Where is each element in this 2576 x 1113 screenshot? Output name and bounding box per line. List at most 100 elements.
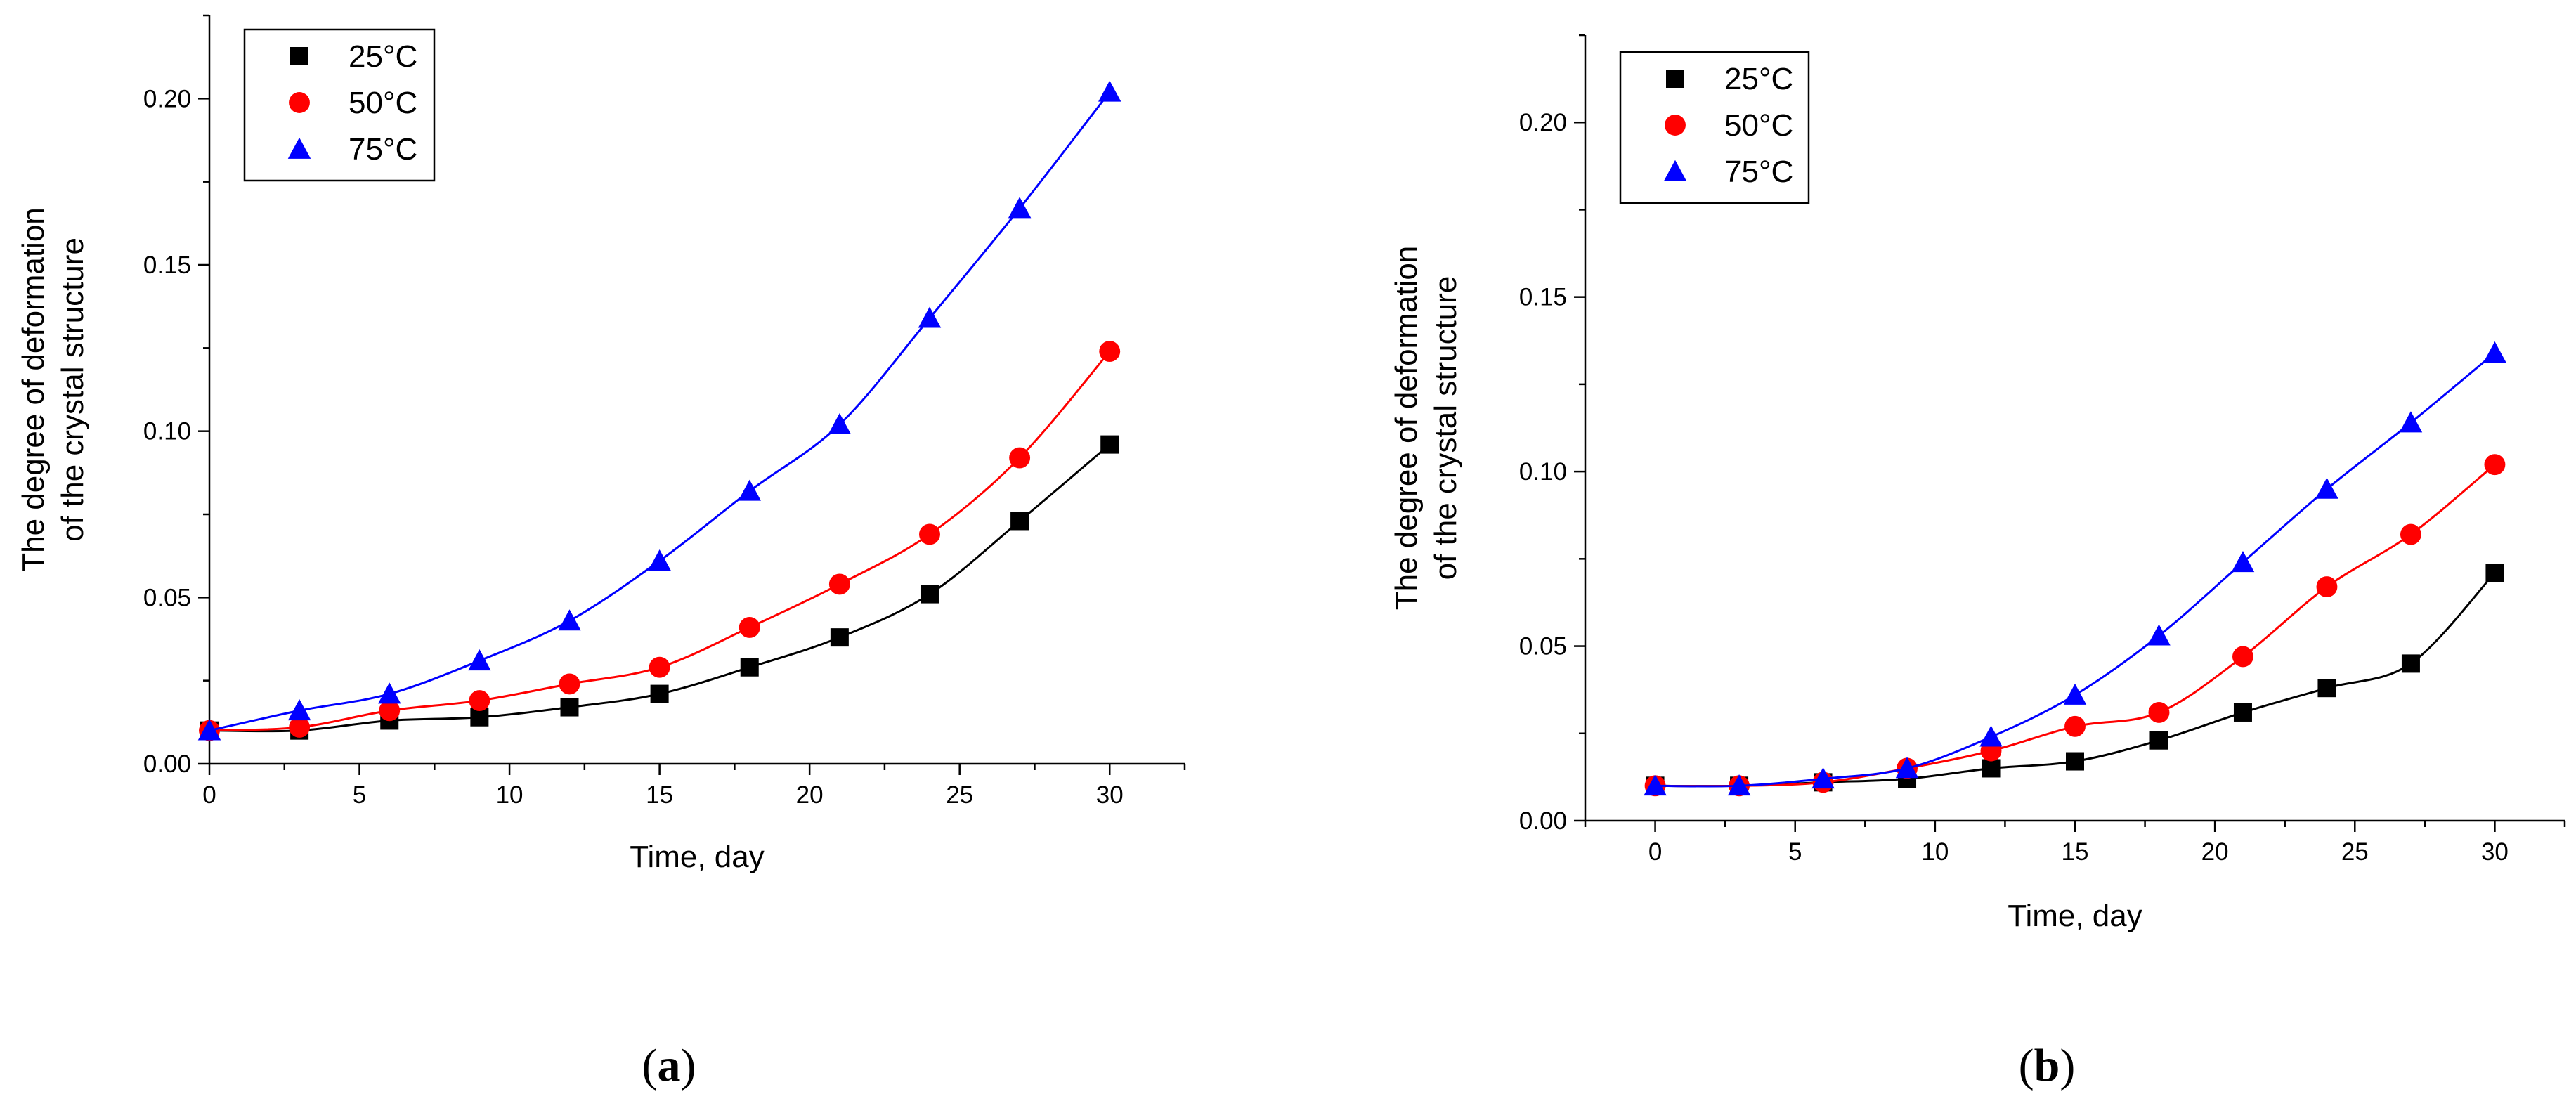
data-point-series-1	[289, 716, 311, 738]
y-tick-label: 0.00	[1519, 807, 1567, 835]
data-point-series-1	[1009, 447, 1031, 469]
legend-label: 50°C	[1724, 108, 1793, 143]
panel-label: b	[2034, 1040, 2060, 1091]
data-point-series-2	[197, 719, 221, 741]
legend-label: 75°C	[349, 132, 417, 167]
data-point-series-0	[1982, 759, 2001, 778]
legend-marker	[287, 137, 311, 159]
data-point-series-0	[560, 698, 579, 717]
x-tick-label: 30	[1096, 781, 1124, 809]
data-point-series-2	[2483, 341, 2506, 363]
legend-box	[1619, 51, 1810, 204]
x-tick-label: 0	[202, 781, 216, 809]
x-tick-label: 15	[2062, 838, 2089, 866]
y-tick-label: 0.20	[1519, 109, 1567, 136]
data-point-series-2	[1727, 774, 1751, 796]
data-point-series-1	[2232, 646, 2253, 668]
data-point-series-0	[740, 658, 759, 677]
data-point-series-2	[1979, 725, 2003, 747]
data-point-series-1	[649, 656, 670, 678]
x-tick-label: 25	[946, 781, 973, 809]
chart-panel-b: 0 5 10 15 20 25 30 0.00 0.05 0.10 0.15 0.20 The degr…	[1389, 34, 2566, 1091]
legend-marker	[1663, 160, 1687, 181]
data-point-series-0	[2149, 731, 2168, 750]
legend-box	[243, 28, 436, 182]
data-point-series-2	[468, 649, 491, 671]
legend-label: 25°C	[349, 39, 417, 74]
legend: 25°C 50°C 75°C	[1619, 51, 1810, 204]
data-point-series-0	[2233, 703, 2252, 722]
data-point-series-2	[287, 699, 311, 721]
data-point-series-0	[2401, 654, 2420, 673]
data-point-series-1	[379, 700, 401, 722]
y-tick-label: 0.20	[143, 85, 191, 112]
y-tick-label: 0.10	[1519, 458, 1567, 486]
data-point-series-1	[828, 573, 850, 595]
data-point-series-1	[469, 690, 490, 712]
data-point-series-2	[738, 479, 761, 501]
y-tick-label: 0.15	[1519, 284, 1567, 311]
y-axis-label: The degree of deformation	[1389, 246, 1424, 611]
chart-panel-a: 0 5 10 15 20 25 30 0.00 0.05 0.10 0.15 0.20 The degr…	[16, 14, 1186, 1091]
x-tick-label: 25	[2341, 838, 2369, 866]
legend-label: 50°C	[349, 86, 417, 120]
legend-label: 25°C	[1724, 62, 1793, 96]
data-point-series-2	[1644, 774, 1667, 796]
data-point-series-2	[2147, 624, 2171, 646]
data-point-series-2	[2063, 683, 2087, 705]
data-point-series-0	[830, 628, 849, 647]
panel-caption: (a)	[642, 1040, 696, 1091]
y-tick-label: 0.10	[143, 418, 191, 445]
legend: 25°C 50°C 75°C	[243, 28, 436, 182]
data-point-series-2	[1008, 197, 1032, 219]
data-point-series-2	[828, 412, 852, 435]
legend-marker	[289, 92, 310, 113]
y-tick-label: 0.00	[143, 750, 191, 778]
y-tick-label: 0.05	[143, 584, 191, 611]
legend-marker	[290, 47, 308, 65]
legend-marker	[1665, 115, 1686, 136]
data-point-series-0	[1010, 512, 1029, 531]
data-point-series-2	[1098, 80, 1121, 102]
x-tick-label: 15	[646, 781, 673, 809]
x-tick-label: 10	[496, 781, 523, 809]
x-tick-label: 5	[353, 781, 366, 809]
data-point-series-1	[2400, 523, 2421, 545]
data-point-series-0	[1100, 435, 1119, 454]
data-point-series-0	[650, 684, 669, 703]
data-point-series-2	[2315, 477, 2338, 499]
data-point-series-2	[2399, 411, 2423, 433]
panel-caption: (b)	[2019, 1040, 2076, 1091]
data-point-series-2	[648, 549, 671, 571]
data-point-series-1	[919, 523, 940, 545]
y-axis-label: The degree of deformation	[16, 207, 51, 572]
y-axis-label: of the crystal structure	[1429, 276, 1463, 580]
x-tick-label: 10	[1921, 838, 1949, 866]
fit-curve-series-2	[209, 91, 1111, 732]
x-axis-label: Time, day	[2008, 899, 2142, 933]
y-tick-label: 0.05	[1519, 633, 1567, 660]
data-point-series-2	[377, 682, 401, 704]
data-point-series-1	[2316, 576, 2338, 598]
data-point-series-2	[918, 306, 942, 328]
data-point-series-2	[1811, 767, 1835, 789]
legend-marker	[1666, 70, 1684, 88]
data-point-series-0	[2317, 679, 2336, 698]
data-point-series-0	[2066, 752, 2084, 771]
x-tick-label: 20	[796, 781, 824, 809]
data-point-series-0	[470, 708, 489, 727]
fit-curve-series-1	[209, 351, 1111, 732]
data-point-series-2	[558, 609, 581, 631]
x-tick-label: 5	[1788, 838, 1802, 866]
x-tick-label: 0	[1648, 838, 1662, 866]
data-point-series-1	[2484, 454, 2506, 476]
legend-label: 75°C	[1724, 155, 1793, 189]
fit-curve-series-2	[1655, 352, 2496, 788]
y-tick-label: 0.15	[143, 252, 191, 279]
data-point-series-1	[2148, 702, 2170, 723]
data-point-series-2	[2231, 551, 2255, 573]
x-tick-label: 30	[2481, 838, 2509, 866]
data-point-series-1	[739, 616, 760, 638]
data-point-series-2	[1895, 757, 1919, 779]
